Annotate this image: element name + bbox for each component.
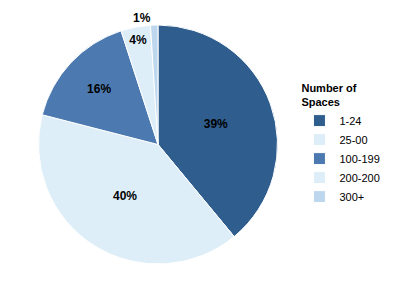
svg-text:4%: 4% xyxy=(129,33,147,47)
svg-text:100-199: 100-199 xyxy=(339,153,379,165)
svg-text:Number ofSpaces: Number ofSpaces xyxy=(301,82,356,108)
svg-text:40%: 40% xyxy=(113,189,137,203)
svg-text:39%: 39% xyxy=(204,117,228,131)
svg-text:16%: 16% xyxy=(87,82,111,96)
svg-text:1%: 1% xyxy=(133,11,151,25)
svg-text:200-200: 200-200 xyxy=(339,172,379,184)
svg-text:300+: 300+ xyxy=(339,191,364,203)
svg-text:25-00: 25-00 xyxy=(339,134,367,146)
svg-text:1-24: 1-24 xyxy=(339,115,361,127)
